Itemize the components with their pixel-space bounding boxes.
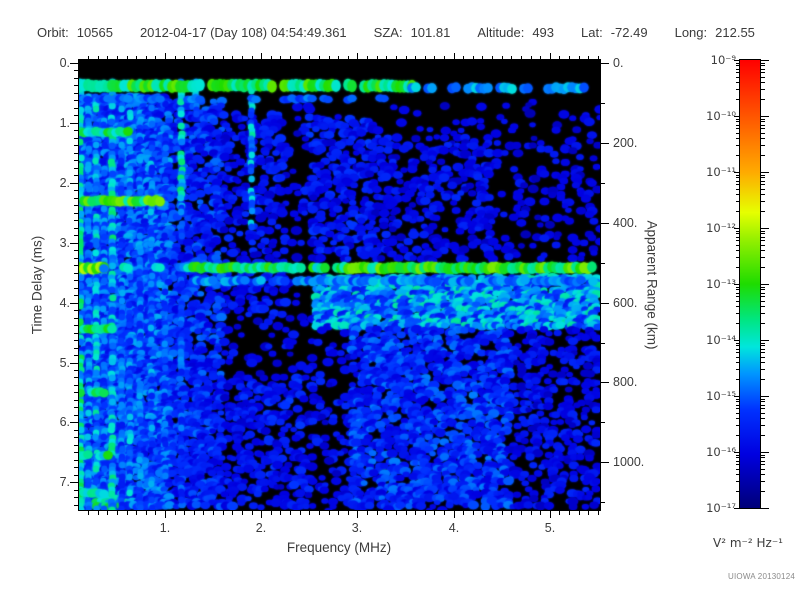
header-field: SZA: 101.81 — [374, 25, 451, 40]
y-left-tick-label: 5. — [59, 356, 70, 370]
colorbar-tick-label: 10⁻¹⁵ — [706, 389, 736, 403]
header-field-value: 2012-04-17 (Day 108) 04:54:49.361 — [139, 25, 347, 40]
header: Orbit: 10565 2012-04-17 (Day 108) 04:54:49… — [37, 25, 782, 40]
header-field-label: Orbit: — [37, 25, 69, 40]
x-axis-tick-label: 3. — [351, 521, 363, 535]
header-field-label: Altitude: — [477, 25, 525, 40]
colorbar-units: V² m⁻² Hz⁻¹ — [713, 536, 783, 550]
colorbar-tick-label: 10⁻¹¹ — [706, 165, 736, 179]
colorbar-tick-label: 10⁻¹³ — [706, 277, 736, 291]
x-axis-tick-label: 4. — [448, 521, 460, 535]
y-right-tick-label: 800. — [613, 375, 638, 389]
watermark: UIOWA 20130124 — [728, 572, 795, 581]
colorbar-tick-label: 10⁻¹⁴ — [706, 333, 736, 347]
x-axis-tick-label: 2. — [255, 521, 267, 535]
header-field: Lat: -72.49 — [581, 25, 648, 40]
y-left-tick-label: 3. — [59, 236, 70, 250]
x-axis-tick-label: 1. — [159, 521, 171, 535]
header-field-value: 101.81 — [410, 25, 451, 40]
header-field-label: SZA: — [373, 25, 403, 40]
y-left-tick-label: 2. — [59, 176, 70, 190]
y-right-tick-label: 1000. — [613, 455, 645, 469]
header-field: Orbit: 10565 — [37, 25, 113, 40]
plot-frame — [78, 59, 601, 511]
spectrogram-canvas — [79, 60, 600, 510]
header-field: 2012-04-17 (Day 108) 04:54:49.361 — [140, 25, 347, 40]
header-field-value: 212.55 — [715, 25, 755, 40]
header-field: Altitude: 493 — [477, 25, 554, 40]
header-field-value: -72.49 — [610, 25, 648, 40]
y-left-tick-label: 1. — [59, 116, 70, 130]
y-left-tick-label: 6. — [59, 415, 70, 429]
header-field-label: Long: — [674, 25, 708, 40]
header-field: Long: 212.55 — [675, 25, 755, 40]
y-left-tick-label: 4. — [59, 296, 70, 310]
x-axis-title: Frequency (MHz) — [286, 540, 392, 555]
y-right-tick-label: 0. — [613, 56, 624, 70]
colorbar — [739, 59, 761, 509]
header-field-value: 493 — [532, 25, 555, 40]
y-right-tick-label: 200. — [613, 136, 638, 150]
y-axis-title-right: Apparent Range (km) — [644, 220, 660, 350]
header-field-label: Lat: — [581, 25, 603, 40]
colorbar-tick-label: 10⁻¹⁰ — [706, 109, 736, 123]
y-right-tick-label: 600. — [613, 296, 638, 310]
x-axis-tick-label: 5. — [544, 521, 556, 535]
y-left-tick-label: 7. — [59, 475, 70, 489]
y-right-tick-label: 400. — [613, 216, 638, 230]
header-field-value: 10565 — [76, 25, 113, 40]
y-left-tick-label: 0. — [59, 56, 70, 70]
colorbar-tick-label: 10⁻¹⁷ — [706, 501, 736, 515]
colorbar-tick-label: 10⁻⁹ — [710, 53, 736, 67]
colorbar-tick-label: 10⁻¹⁶ — [706, 445, 736, 459]
colorbar-tick-label: 10⁻¹² — [706, 221, 736, 235]
